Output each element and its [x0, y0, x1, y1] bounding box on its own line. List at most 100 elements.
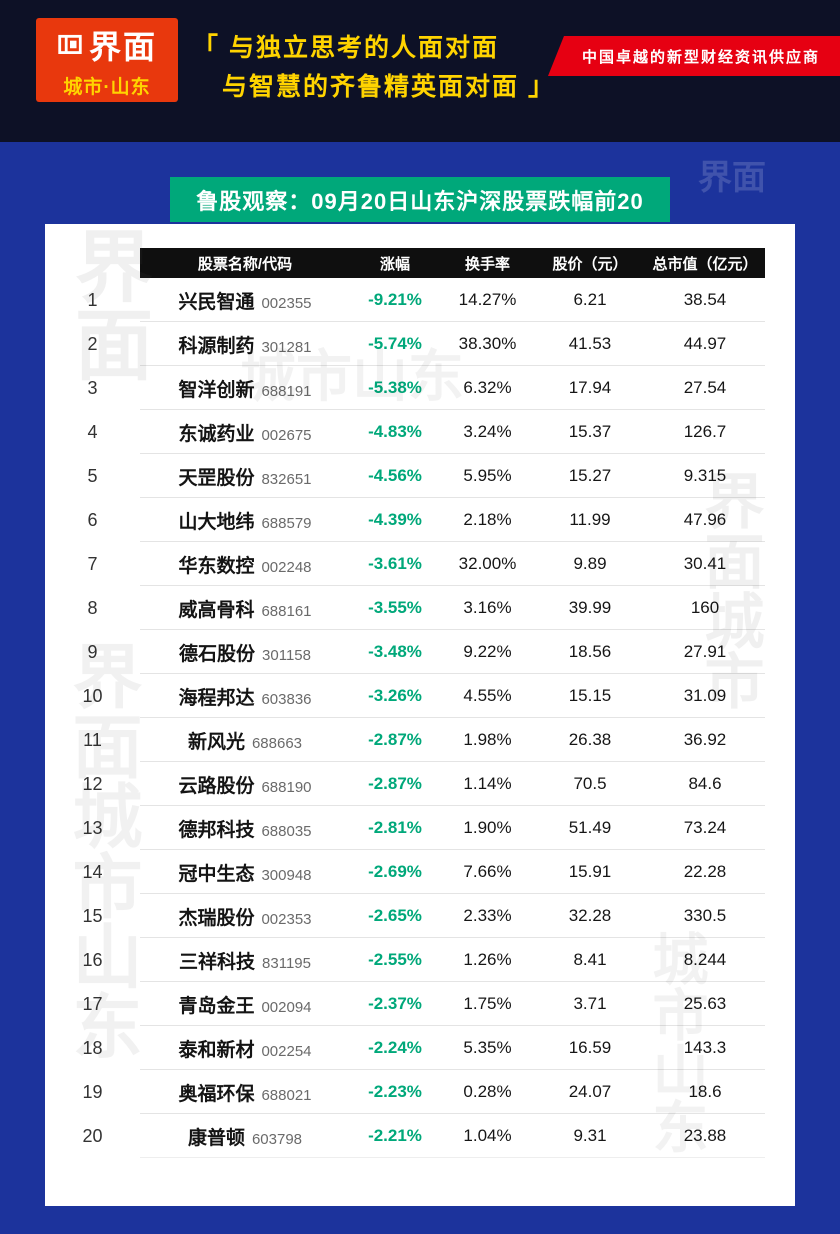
price-cell: 32.28	[568, 906, 612, 925]
change-cell: -2.81%	[368, 818, 422, 837]
turnover-cell: 32.00%	[458, 554, 517, 573]
change-cell: -2.55%	[368, 950, 422, 969]
table-row: 7 华东数控 002248 -3.61% 32.00% 9.89 30.41	[45, 542, 795, 586]
stock-name-cell: 东诚药业 002675	[140, 419, 350, 446]
stock-name: 杰瑞股份	[178, 907, 255, 929]
stock-name: 兴民智通	[178, 291, 255, 313]
table-row: 14 冠中生态 300948 -2.69% 7.66% 15.91 22.28	[45, 850, 795, 894]
turnover-cell: 4.55%	[463, 686, 512, 705]
stock-code: 301281	[261, 338, 312, 356]
price-cell: 9.89	[573, 554, 607, 573]
stock-name: 科源制药	[178, 335, 255, 357]
stock-name: 德邦科技	[178, 819, 255, 841]
stock-name-cell: 云路股份 688190	[140, 771, 350, 798]
turnover-cell: 1.04%	[463, 1126, 512, 1145]
stock-name: 冠中生态	[178, 863, 255, 885]
marketcap-cell: 126.7	[683, 422, 727, 441]
col-turnover: 换手率	[464, 255, 510, 273]
table-row: 1 兴民智通 002355 -9.21% 14.27% 6.21 38.54	[45, 278, 795, 322]
stock-name: 华东数控	[178, 555, 255, 577]
price-cell: 9.31	[573, 1126, 607, 1145]
tagline-line-2: 与智慧的齐鲁精英面对面	[222, 73, 520, 101]
rank-cell: 18	[82, 1037, 103, 1058]
rank-cell: 7	[87, 553, 98, 574]
page-title: 鲁股观察：09月20日山东沪深股票跌幅前20	[196, 188, 644, 214]
marketcap-cell: 25.63	[683, 994, 727, 1013]
stock-name: 康普顿	[187, 1127, 245, 1149]
stock-code: 688663	[251, 734, 303, 752]
rank-cell: 8	[87, 597, 98, 618]
change-cell: -3.55%	[368, 598, 422, 617]
turnover-cell: 5.35%	[463, 1038, 512, 1057]
stock-name-cell: 冠中生态 300948	[140, 859, 350, 886]
stock-code: 688190	[261, 778, 312, 796]
stock-name: 天罡股份	[178, 467, 255, 489]
stock-code: 688161	[261, 602, 312, 620]
marketcap-cell: 36.92	[683, 730, 727, 749]
table-row: 8 威高骨科 688161 -3.55% 3.16% 39.99 160	[45, 586, 795, 630]
table-header: 股票名称/代码 涨幅 换手率 股价（元） 总市值（亿元）	[140, 248, 765, 278]
rank-cell: 13	[82, 817, 103, 838]
col-change: 涨幅	[379, 255, 410, 273]
table-row: 15 杰瑞股份 002353 -2.65% 2.33% 32.28 330.5	[45, 894, 795, 938]
table-row: 12 云路股份 688190 -2.87% 1.14% 70.5 84.6	[45, 762, 795, 806]
price-cell: 24.07	[568, 1082, 612, 1101]
marketcap-cell: 31.09	[683, 686, 727, 705]
change-cell: -3.48%	[368, 642, 422, 661]
table-row: 19 奥福环保 688021 -2.23% 0.28% 24.07 18.6	[45, 1070, 795, 1114]
stock-code: 688191	[261, 382, 312, 400]
rank-cell: 3	[87, 377, 98, 398]
marketcap-cell: 22.28	[683, 862, 727, 881]
rank-cell: 10	[82, 685, 103, 706]
stock-name-cell: 科源制药 301281	[140, 331, 350, 358]
marketcap-cell: 44.97	[683, 334, 727, 353]
change-cell: -2.37%	[368, 994, 422, 1013]
turnover-cell: 1.90%	[463, 818, 512, 837]
table-row: 3 智洋创新 688191 -5.38% 6.32% 17.94 27.54	[45, 366, 795, 410]
col-marketcap: 总市值（亿元）	[652, 255, 758, 273]
close-bracket: 」	[527, 71, 556, 101]
stock-name-cell: 新风光 688663	[140, 727, 350, 754]
rank-cell: 5	[87, 465, 98, 486]
title-badge: 鲁股观察：09月20日山东沪深股票跌幅前20	[170, 177, 670, 222]
stock-name-cell: 智洋创新 688191	[140, 375, 350, 402]
stock-name-cell: 天罡股份 832651	[140, 463, 350, 490]
stock-name: 威高骨科	[178, 599, 255, 621]
rank-cell: 9	[87, 641, 98, 662]
rank-cell: 20	[82, 1125, 103, 1146]
stock-code: 603836	[261, 690, 312, 708]
marketcap-cell: 160	[690, 598, 720, 617]
turnover-cell: 6.32%	[463, 378, 512, 397]
logo-brand-text: 界面	[88, 28, 157, 65]
marketcap-cell: 27.54	[683, 378, 727, 397]
price-cell: 8.41	[573, 950, 607, 969]
stock-code: 832651	[261, 470, 312, 488]
stock-name-cell: 山大地纬 688579	[140, 507, 350, 534]
turnover-cell: 1.75%	[463, 994, 512, 1013]
price-cell: 15.15	[568, 686, 612, 705]
stock-name-cell: 威高骨科 688161	[140, 595, 350, 622]
change-cell: -5.38%	[368, 378, 422, 397]
change-cell: -5.74%	[368, 334, 422, 353]
turnover-cell: 5.95%	[463, 466, 512, 485]
rank-cell: 12	[82, 773, 103, 794]
price-cell: 11.99	[569, 510, 611, 529]
stocks-card: 股票名称/代码 涨幅 换手率 股价（元） 总市值（亿元） 1 兴民智通 00235…	[45, 224, 795, 1206]
change-cell: -2.87%	[368, 774, 422, 793]
stock-name: 泰和新材	[178, 1039, 255, 1061]
price-cell: 15.37	[568, 422, 612, 441]
turnover-cell: 1.14%	[463, 774, 512, 793]
marketcap-cell: 330.5	[683, 906, 727, 925]
stock-name: 新风光	[187, 731, 245, 753]
change-cell: -9.21%	[368, 290, 422, 309]
stock-code: 300948	[261, 866, 312, 884]
table-row: 5 天罡股份 832651 -4.56% 5.95% 15.27 9.315	[45, 454, 795, 498]
jiemian-logo: 界面 城市·山东	[36, 18, 178, 102]
rank-cell: 11	[83, 729, 102, 750]
change-cell: -2.87%	[368, 730, 422, 749]
table-row: 2 科源制药 301281 -5.74% 38.30% 41.53 44.97	[45, 322, 795, 366]
marketcap-cell: 23.88	[683, 1126, 727, 1145]
stock-name: 德石股份	[179, 643, 256, 665]
change-cell: -2.21%	[368, 1126, 422, 1145]
